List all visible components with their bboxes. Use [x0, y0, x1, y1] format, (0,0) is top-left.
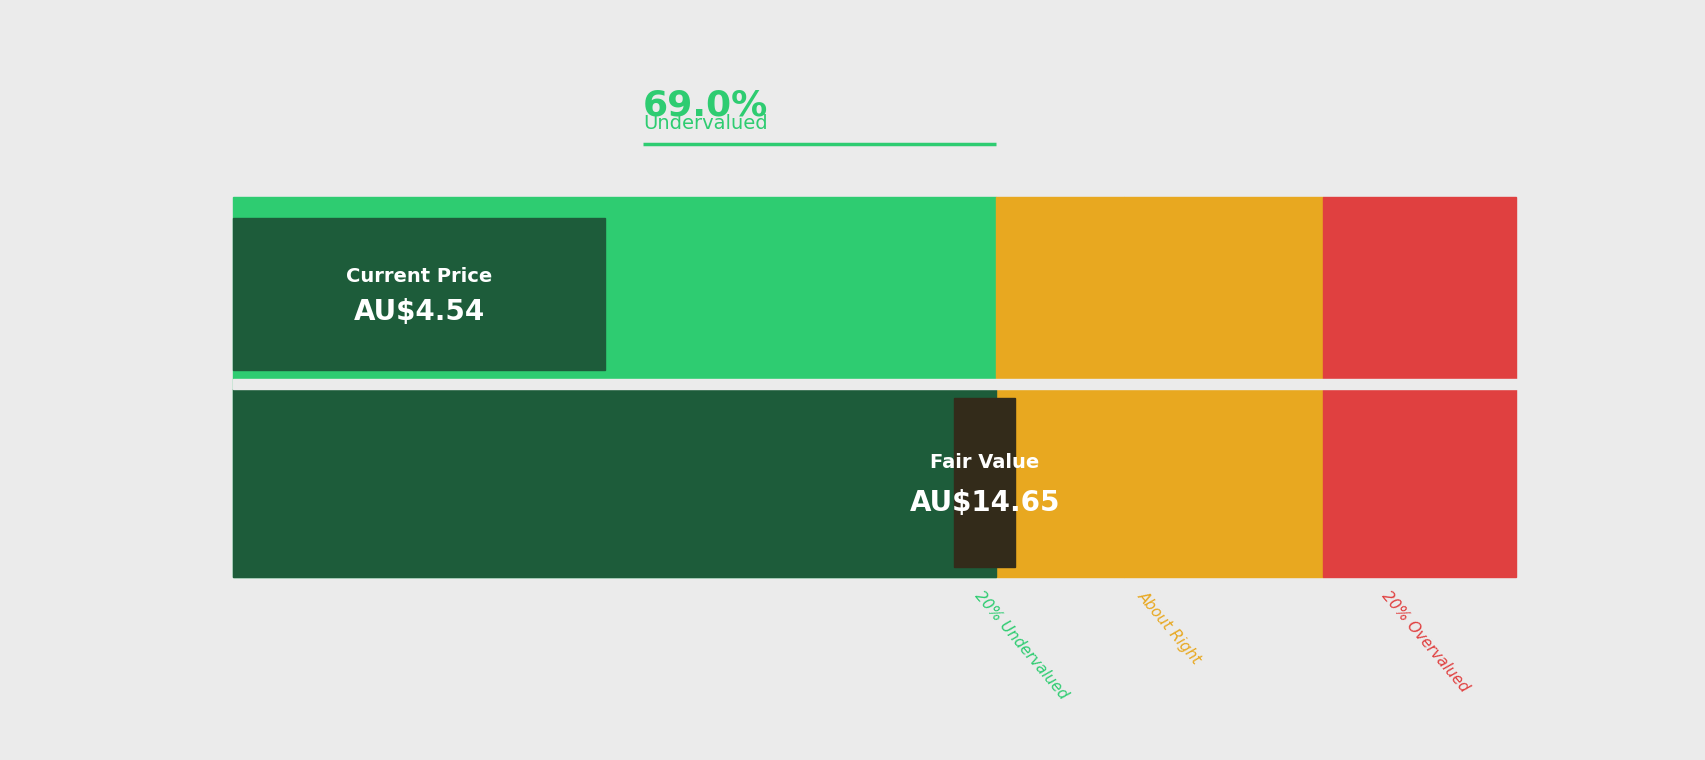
Bar	[234, 388, 996, 577]
Bar	[953, 398, 1014, 568]
Bar	[996, 197, 1124, 577]
Text: 20% Overvalued: 20% Overvalued	[1378, 588, 1471, 695]
Bar	[1323, 197, 1514, 577]
Bar	[234, 218, 605, 370]
Text: Fair Value: Fair Value	[929, 453, 1038, 472]
Text: Undervalued: Undervalued	[643, 114, 767, 133]
Bar	[234, 197, 996, 577]
Text: Current Price: Current Price	[346, 267, 491, 286]
Text: AU$4.54: AU$4.54	[353, 299, 484, 326]
Bar	[1124, 197, 1323, 577]
Bar	[234, 379, 1705, 388]
Text: About Right: About Right	[1134, 588, 1204, 667]
Text: 20% Undervalued: 20% Undervalued	[970, 588, 1069, 702]
Text: AU$14.65: AU$14.65	[909, 489, 1059, 517]
Text: 69.0%: 69.0%	[643, 89, 767, 123]
